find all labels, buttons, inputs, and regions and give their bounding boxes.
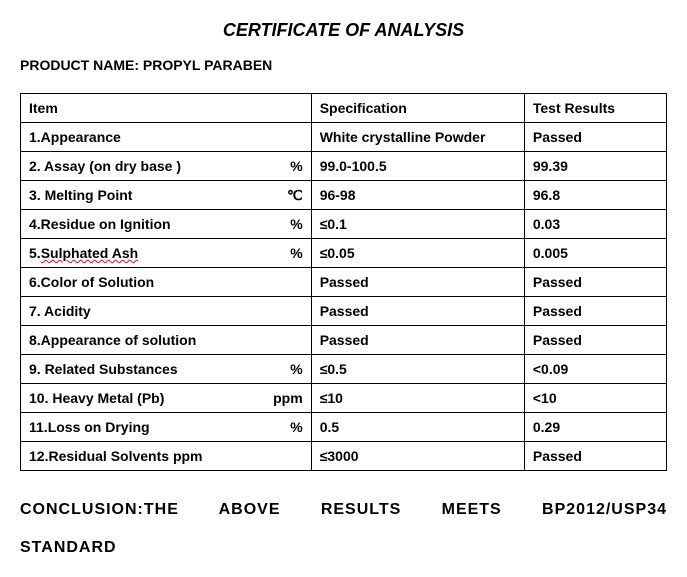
cell-item: 1.Appearance (21, 123, 312, 152)
item-label: 6.Color of Solution (29, 274, 154, 290)
item-label: 7. Acidity (29, 303, 91, 319)
cell-item: 4.Residue on Ignition% (21, 210, 312, 239)
table-row: 2. Assay (on dry base )%99.0-100.599.39 (21, 152, 667, 181)
item-label-wavy: Sulphated Ash (41, 245, 139, 261)
item-label: 11.Loss on Drying (29, 419, 150, 435)
item-prefix: 5. (29, 245, 41, 261)
item-unit: ppm (273, 390, 303, 406)
header-results: Test Results (524, 94, 666, 123)
cell-specification: ≤3000 (311, 442, 524, 471)
table-row: 5.Sulphated Ash%≤0.050.005 (21, 239, 667, 268)
cell-specification: Passed (311, 297, 524, 326)
cell-specification: ≤10 (311, 384, 524, 413)
cell-item: 5.Sulphated Ash% (21, 239, 312, 268)
cell-item: 8.Appearance of solution (21, 326, 312, 355)
item-unit: % (290, 216, 302, 232)
cell-result: 0.005 (524, 239, 666, 268)
document-title: CERTIFICATE OF ANALYSIS (20, 20, 667, 41)
cell-specification: ≤0.5 (311, 355, 524, 384)
table-row: 9. Related Substances%≤0.5<0.09 (21, 355, 667, 384)
item-label: 3. Melting Point (29, 187, 132, 203)
cell-specification: White crystalline Powder (311, 123, 524, 152)
item-unit: % (290, 419, 302, 435)
table-row: 4.Residue on Ignition%≤0.10.03 (21, 210, 667, 239)
item-unit: % (290, 361, 302, 377)
cell-specification: 0.5 (311, 413, 524, 442)
item-label: 8.Appearance of solution (29, 332, 196, 348)
cell-specification: 99.0-100.5 (311, 152, 524, 181)
table-row: 10. Heavy Metal (Pb) ppm ≤10<10 (21, 384, 667, 413)
item-unit: % (290, 158, 302, 174)
conclusion-text: CONCLUSION:THE ABOVE RESULTS MEETS BP201… (20, 491, 667, 568)
cell-result: Passed (524, 297, 666, 326)
product-name: PRODUCT NAME: PROPYL PARABEN (20, 57, 667, 73)
cell-item: 3. Melting Point ℃ (21, 181, 312, 210)
cell-item: 7. Acidity (21, 297, 312, 326)
cell-result: Passed (524, 123, 666, 152)
cell-item: 6.Color of Solution (21, 268, 312, 297)
cell-result: 0.03 (524, 210, 666, 239)
cell-specification: 96-98 (311, 181, 524, 210)
cell-specification: ≤0.05 (311, 239, 524, 268)
cell-result: 0.29 (524, 413, 666, 442)
cell-specification: Passed (311, 326, 524, 355)
header-item: Item (21, 94, 312, 123)
cell-item: 2. Assay (on dry base )% (21, 152, 312, 181)
cell-result: Passed (524, 442, 666, 471)
item-label: 10. Heavy Metal (Pb) (29, 390, 164, 406)
cell-item: 12.Residual Solvents ppm (21, 442, 312, 471)
cell-result: Passed (524, 268, 666, 297)
item-label: 4.Residue on Ignition (29, 216, 171, 232)
cell-result: Passed (524, 326, 666, 355)
item-label: 2. Assay (on dry base ) (29, 158, 181, 174)
item-unit: ℃ (287, 187, 303, 204)
table-row: 12.Residual Solvents ppm ≤3000Passed (21, 442, 667, 471)
table-row: 8.Appearance of solution PassedPassed (21, 326, 667, 355)
cell-result: 96.8 (524, 181, 666, 210)
cell-specification: ≤0.1 (311, 210, 524, 239)
table-row: 1.Appearance White crystalline PowderPass… (21, 123, 667, 152)
table-row: 11.Loss on Drying%0.50.29 (21, 413, 667, 442)
cell-result: 99.39 (524, 152, 666, 181)
table-row: 6.Color of Solution PassedPassed (21, 268, 667, 297)
cell-item: 9. Related Substances% (21, 355, 312, 384)
cell-item: 11.Loss on Drying% (21, 413, 312, 442)
cell-result: <0.09 (524, 355, 666, 384)
table-header-row: Item Specification Test Results (21, 94, 667, 123)
item-label: 12.Residual Solvents ppm (29, 448, 203, 464)
item-label: 1.Appearance (29, 129, 121, 145)
table-row: 7. Acidity PassedPassed (21, 297, 667, 326)
item-unit: % (290, 245, 302, 261)
analysis-table: Item Specification Test Results 1.Appear… (20, 93, 667, 471)
item-label: 9. Related Substances (29, 361, 178, 377)
header-specification: Specification (311, 94, 524, 123)
cell-specification: Passed (311, 268, 524, 297)
table-row: 3. Melting Point ℃ 96-9896.8 (21, 181, 667, 210)
cell-item: 10. Heavy Metal (Pb) ppm (21, 384, 312, 413)
cell-result: <10 (524, 384, 666, 413)
